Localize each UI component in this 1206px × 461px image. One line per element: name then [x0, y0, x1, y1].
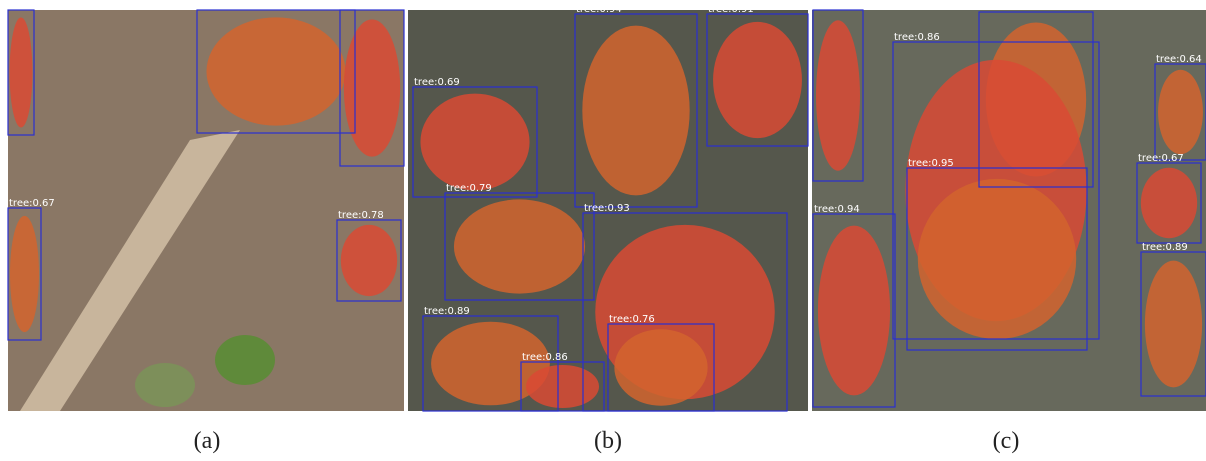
- tree-mask: [454, 199, 585, 293]
- box-label: tree:0.86: [522, 352, 568, 363]
- box-label: tree:0.89: [1142, 242, 1188, 253]
- box-label: tree:0.69: [414, 77, 460, 88]
- tree-mask: [816, 20, 860, 170]
- box-label: tree:0.89: [424, 306, 470, 317]
- tree-mask: [918, 179, 1076, 339]
- box-label: tree:0.67: [9, 198, 55, 209]
- tree-mask: [526, 365, 599, 408]
- box-label: tree:0.67: [1138, 153, 1184, 164]
- box-label: tree:0.64: [1156, 54, 1202, 65]
- box-label: tree:0.93: [584, 203, 630, 214]
- box-label: tree:0.94: [576, 4, 622, 15]
- caption: (b): [594, 428, 622, 454]
- box-label: tree:0.91: [708, 4, 754, 15]
- box-label: tree:0.79: [446, 183, 492, 194]
- tree-mask: [344, 19, 400, 156]
- shrub: [135, 363, 195, 407]
- box-label: tree:0.95: [908, 158, 954, 169]
- page: tree:0.67 tree:0.78 tree:0.69 tree:0.94 tree…: [0, 0, 1206, 461]
- tree-mask: [206, 17, 345, 125]
- tree-mask: [1145, 261, 1202, 388]
- tree-mask: [614, 329, 707, 406]
- tree-mask: [818, 226, 890, 396]
- box-label: tree:0.78: [338, 210, 384, 221]
- shrub: [215, 335, 275, 385]
- tree-mask: [1141, 168, 1197, 238]
- box-label: tree:0.76: [609, 314, 655, 325]
- tree-mask: [713, 22, 802, 138]
- caption: (a): [194, 428, 221, 454]
- tree-mask: [420, 94, 529, 191]
- tree-mask: [1158, 70, 1203, 154]
- tree-mask: [582, 26, 689, 196]
- tree-mask: [10, 216, 39, 332]
- tree-mask: [341, 225, 397, 296]
- box-label: tree:0.94: [814, 204, 860, 215]
- caption: (c): [993, 428, 1020, 454]
- figure: tree:0.67 tree:0.78 tree:0.69 tree:0.94 tree…: [0, 0, 1206, 461]
- box-label: tree:0.86: [894, 32, 940, 43]
- tree-mask: [10, 18, 33, 128]
